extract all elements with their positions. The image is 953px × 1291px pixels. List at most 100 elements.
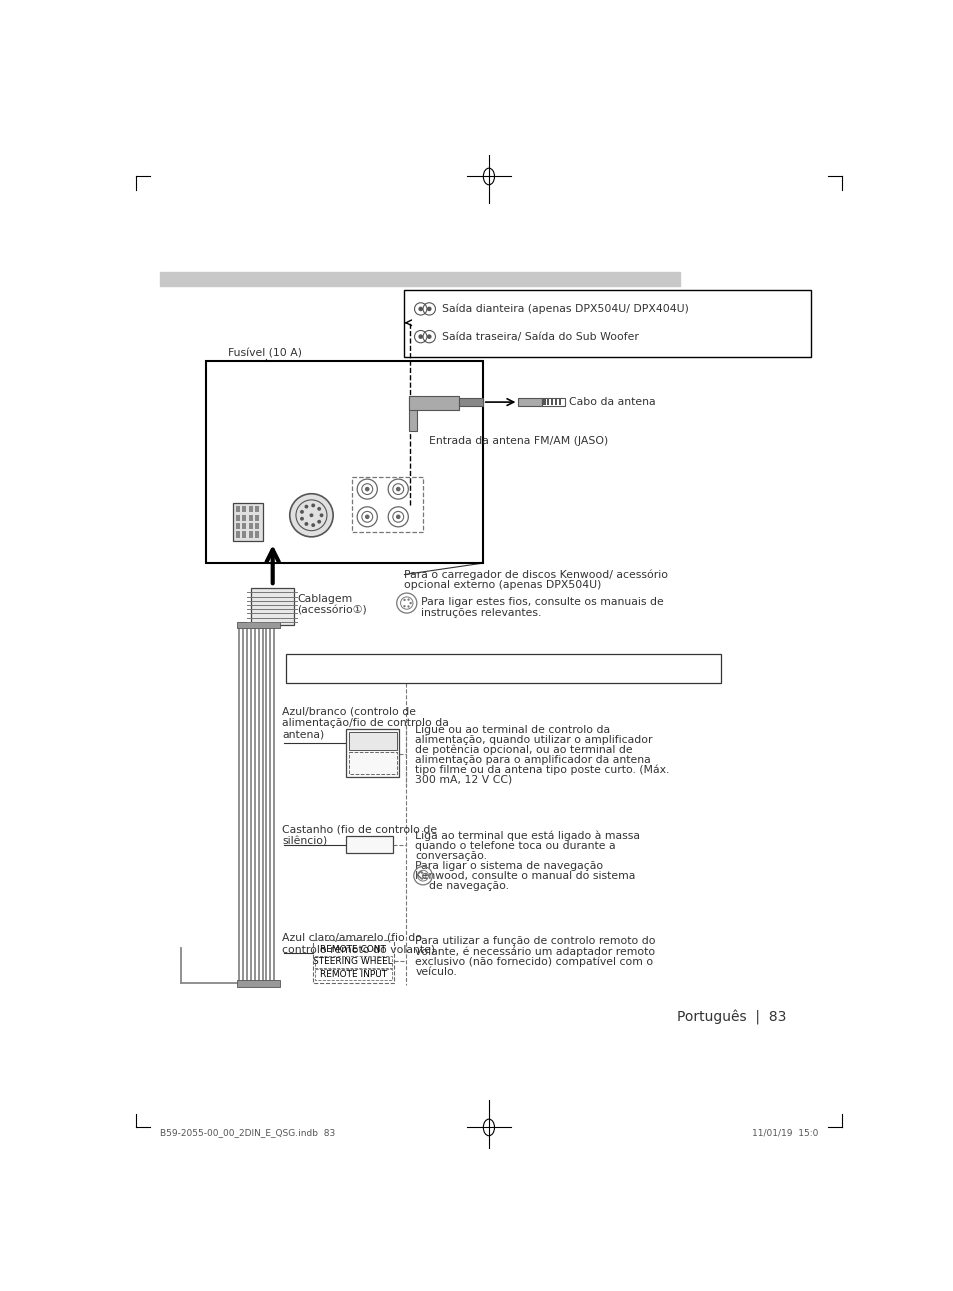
Circle shape <box>409 602 412 604</box>
Text: P.CONT: P.CONT <box>354 736 391 745</box>
Circle shape <box>317 520 321 524</box>
Text: Se não forem feitas ligações, não deixe o fio sair da patilha.: Se não forem feitas ligações, não deixe … <box>339 664 667 674</box>
Text: B59-2055-00_00_2DIN_E_QSG.indb  83: B59-2055-00_00_2DIN_E_QSG.indb 83 <box>159 1128 335 1137</box>
Text: Entrada da antena FM/AM (JASO): Entrada da antena FM/AM (JASO) <box>429 436 608 445</box>
Text: Para ligar estes fios, consulte os manuais de: Para ligar estes fios, consulte os manua… <box>420 596 662 607</box>
Text: STEERING WHEEL: STEERING WHEEL <box>314 958 393 967</box>
Bar <box>254 515 258 520</box>
Circle shape <box>311 523 314 527</box>
Bar <box>159 272 679 285</box>
Text: Castanho (fio de controlo de
silêncio): Castanho (fio de controlo de silêncio) <box>282 825 436 847</box>
Text: REMOTE CONT: REMOTE CONT <box>320 945 386 954</box>
Bar <box>286 653 720 683</box>
Bar <box>315 955 392 968</box>
Text: alimentação, quando utilizar o amplificador: alimentação, quando utilizar o amplifica… <box>415 735 652 745</box>
Bar <box>249 515 253 520</box>
Text: de potência opcional, ou ao terminal de: de potência opcional, ou ao terminal de <box>415 745 632 755</box>
Text: Azul/branco (controlo de
alimentação/fio de controlo da
antena): Azul/branco (controlo de alimentação/fio… <box>282 706 449 740</box>
Text: Kenwood, consulte o manual do sistema: Kenwood, consulte o manual do sistema <box>415 871 635 880</box>
Circle shape <box>365 515 369 519</box>
Circle shape <box>300 516 304 520</box>
Bar <box>254 532 258 537</box>
Circle shape <box>418 306 422 311</box>
Circle shape <box>395 487 400 492</box>
Text: Fusível (10 A): Fusível (10 A) <box>228 349 301 359</box>
Bar <box>542 399 545 405</box>
Text: Para ligar o sistema de navegação: Para ligar o sistema de navegação <box>415 861 603 871</box>
Bar <box>346 837 393 853</box>
Text: de navegação.: de navegação. <box>415 880 509 891</box>
Circle shape <box>424 873 426 875</box>
Circle shape <box>427 306 431 311</box>
Text: ANT.: ANT. <box>362 755 382 764</box>
Bar <box>242 523 246 529</box>
Circle shape <box>319 514 323 518</box>
Text: Para o carregador de discos Kenwood/ acessório: Para o carregador de discos Kenwood/ ace… <box>404 569 668 580</box>
Text: conversação.: conversação. <box>415 851 487 861</box>
Circle shape <box>418 334 422 340</box>
Bar <box>541 398 564 405</box>
Bar <box>459 398 482 405</box>
Bar <box>558 399 560 405</box>
Text: opcional externo (apenas DPX504U): opcional externo (apenas DPX504U) <box>404 580 601 590</box>
Circle shape <box>304 522 308 525</box>
Bar <box>242 506 246 513</box>
Circle shape <box>420 871 423 874</box>
Bar <box>315 968 392 980</box>
Bar <box>404 289 810 356</box>
Text: 11/01/19  15:0: 11/01/19 15:0 <box>751 1128 818 1137</box>
Circle shape <box>290 493 333 537</box>
Circle shape <box>311 503 314 507</box>
Bar <box>254 523 258 529</box>
Text: Liga ao terminal que está ligado à massa: Liga ao terminal que está ligado à massa <box>415 831 639 842</box>
Bar <box>233 503 262 541</box>
Bar <box>236 506 240 513</box>
Bar <box>409 396 416 431</box>
Bar <box>555 399 557 405</box>
Text: 300 mA, 12 V CC): 300 mA, 12 V CC) <box>415 775 512 785</box>
Circle shape <box>304 505 308 509</box>
Bar <box>242 532 246 537</box>
Bar <box>236 980 279 986</box>
Bar <box>348 732 396 750</box>
Text: Para utilizar a função de controlo remoto do: Para utilizar a função de controlo remot… <box>415 936 655 946</box>
Text: Cablagem
(acessório①): Cablagem (acessório①) <box>297 594 367 616</box>
Circle shape <box>403 605 405 607</box>
Bar <box>550 399 553 405</box>
Bar <box>251 587 294 625</box>
Text: alimentação para o amplificador da antena: alimentação para o amplificador da anten… <box>415 755 650 764</box>
Text: veículo.: veículo. <box>415 967 456 976</box>
Text: Azul claro/amarelo (fio do
controlo remoto do volante): Azul claro/amarelo (fio do controlo remo… <box>282 932 435 954</box>
Text: MUTE: MUTE <box>354 840 385 849</box>
Circle shape <box>317 507 321 511</box>
Bar <box>236 523 240 529</box>
Text: Saída dianteira (apenas DPX504U/ DPX404U): Saída dianteira (apenas DPX504U/ DPX404U… <box>441 303 688 314</box>
Bar <box>236 622 279 629</box>
Bar <box>206 361 483 563</box>
Bar <box>546 399 549 405</box>
Text: Cabo da antena: Cabo da antena <box>568 398 655 407</box>
Text: instruções relevantes.: instruções relevantes. <box>420 608 540 617</box>
Text: CONT: CONT <box>359 764 385 773</box>
Text: Ligue ou ao terminal de controlo da: Ligue ou ao terminal de controlo da <box>415 724 610 735</box>
Text: tipo filme ou da antena tipo poste curto. (Máx.: tipo filme ou da antena tipo poste curto… <box>415 764 669 776</box>
Bar <box>242 515 246 520</box>
Circle shape <box>300 510 304 514</box>
Bar <box>236 515 240 520</box>
Bar <box>249 523 253 529</box>
Text: Saída traseira/ Saída do Sub Woofer: Saída traseira/ Saída do Sub Woofer <box>441 332 638 342</box>
Bar <box>517 398 541 405</box>
Circle shape <box>407 605 409 608</box>
Text: quando o telefone toca ou durante a: quando o telefone toca ou durante a <box>415 840 616 851</box>
Circle shape <box>403 599 405 602</box>
Bar <box>249 506 253 513</box>
Bar <box>352 476 422 532</box>
Bar <box>249 532 253 537</box>
Bar <box>409 396 459 409</box>
Bar <box>254 506 258 513</box>
Bar <box>348 751 396 775</box>
Circle shape <box>365 487 369 492</box>
Circle shape <box>427 334 431 340</box>
Text: Português  |  83: Português | 83 <box>677 1010 786 1025</box>
Circle shape <box>420 878 423 879</box>
